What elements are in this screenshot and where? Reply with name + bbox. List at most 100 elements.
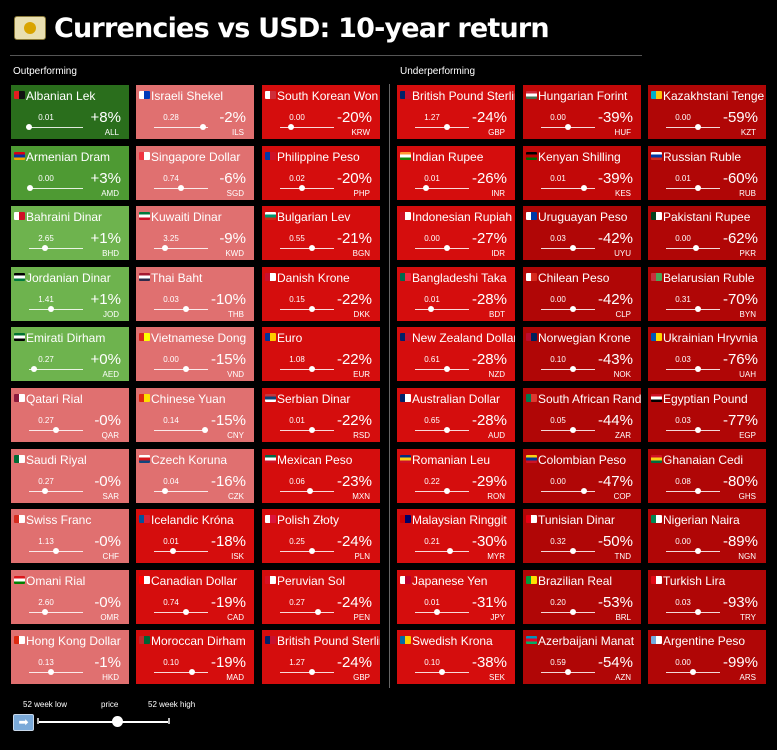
flag-icon [265, 636, 276, 645]
currency-tile[interactable]: Hungarian Forint 0.00 -39% HUF [523, 85, 641, 139]
currency-name: Israeli Shekel [151, 89, 224, 103]
currency-tile[interactable]: Russian Ruble 0.01 -60% RUB [648, 145, 766, 200]
flag-icon [400, 333, 411, 342]
range-track [280, 551, 334, 553]
currency-price: 0.65 [424, 416, 440, 425]
currency-tile[interactable]: Peruvian Sol 0.27 -24% PEN [262, 569, 380, 624]
flag-icon [139, 91, 150, 99]
return-value: -80% [722, 472, 758, 490]
currency-tile[interactable]: New Zealand Dollar 0.61 -28% NZD [397, 327, 515, 382]
range-track [415, 127, 469, 128]
currency-tile[interactable]: Egyptian Pound 0.03 -77% EGP [648, 388, 766, 442]
currency-tile[interactable]: Nigerian Naira 0.00 -89% NGN [648, 509, 766, 564]
currency-tile[interactable]: Euro 1.08 -22% EUR [262, 327, 380, 382]
currency-tile[interactable]: Albanian Lek 0.01 +8% ALL [11, 85, 129, 139]
currency-tile[interactable]: Norwegian Krone 0.10 -43% NOK [523, 327, 641, 382]
currency-price: 0.02 [289, 173, 305, 183]
currency-tile[interactable]: Czech Koruna 0.04 -16% CZK [136, 448, 254, 503]
currency-tile[interactable]: Danish Krone 0.15 -22% DKK [262, 266, 380, 321]
legend-price-label: price [101, 700, 119, 709]
flag-icon [14, 636, 25, 645]
currency-tile[interactable]: Thai Baht 0.03 -10% THB [136, 266, 254, 321]
currency-tile[interactable]: Polish Złoty 0.25 -24% PLN [262, 509, 380, 564]
return-value: -54% [597, 654, 633, 672]
currency-code: HKD [102, 673, 119, 683]
currency-price: 0.00 [289, 113, 305, 122]
currency-tile[interactable]: Singapore Dollar 0.74 -6% SGD [136, 145, 254, 200]
currency-tile[interactable]: Canadian Dollar 0.74 -19% CAD [136, 569, 254, 624]
currency-tile[interactable]: Chinese Yuan 0.14 -15% CNY [136, 388, 254, 442]
currency-tile[interactable]: Bulgarian Lev 0.55 -21% BGN [262, 206, 380, 261]
currency-tile[interactable]: Bahraini Dinar 2.65 +1% BHD [11, 206, 129, 261]
currency-tile[interactable]: Armenian Dram 0.00 +3% AMD [11, 145, 129, 200]
legend-price-dot[interactable] [112, 716, 123, 727]
range-marker [199, 124, 206, 130]
flag-icon [139, 333, 150, 342]
currency-tile[interactable]: Chilean Peso 0.00 -42% CLP [523, 266, 641, 321]
return-value: -77% [722, 412, 758, 429]
currency-tile[interactable]: Kazakhstani Tenge 0.00 -59% KZT [648, 85, 766, 139]
currency-tile[interactable]: Emirati Dirham 0.27 +0% AED [11, 327, 129, 382]
return-value: -20% [336, 169, 372, 187]
currency-tile[interactable]: Kuwaiti Dinar 3.25 -9% KWD [136, 206, 254, 261]
range-track [154, 490, 208, 492]
currency-tile[interactable]: Malaysian Ringgit 0.21 -30% MYR [397, 509, 515, 564]
currency-tile[interactable]: Swiss Franc 1.13 -0% CHF [11, 509, 129, 564]
currency-tile[interactable]: Mexican Peso 0.06 -23% MXN [262, 448, 380, 503]
currency-tile[interactable]: Uruguayan Peso 0.03 -42% UYU [523, 206, 641, 261]
currency-name: Russian Ruble [663, 149, 742, 164]
currency-tile[interactable]: Australian Dollar 0.65 -28% AUD [397, 388, 515, 442]
range-marker [27, 184, 34, 191]
currency-price: 0.00 [675, 537, 691, 547]
currency-tile[interactable]: Indonesian Rupiah 0.00 -27% IDR [397, 206, 515, 261]
currency-tile[interactable]: Turkish Lira 0.03 -93% TRY [648, 569, 766, 624]
currency-tile[interactable]: Bangladeshi Taka 0.01 -28% BDT [397, 266, 515, 321]
range-track [541, 308, 595, 310]
currency-tile[interactable]: Vietnamese Dong 0.00 -15% VND [136, 327, 254, 382]
range-track [415, 490, 469, 492]
currency-tile[interactable]: Ghanaian Cedi 0.08 -80% GHS [648, 448, 766, 503]
currency-tile[interactable]: Serbian Dinar 0.01 -22% RSD [262, 388, 380, 442]
currency-tile[interactable]: British Pound Sterling1.27-24%GBP [262, 630, 380, 685]
currency-tile[interactable]: Qatari Rial 0.27 -0% QAR [11, 388, 129, 442]
currency-tile[interactable]: Argentine Peso 0.00 -99% ARS [648, 630, 766, 685]
return-value: -22% [336, 351, 372, 369]
play-arrow-icon[interactable]: ➡ [13, 714, 34, 731]
currency-tile[interactable]: Colombian Peso 0.00 -47% COP [523, 448, 641, 503]
legend-high-label: 52 week high [148, 700, 196, 709]
currency-tile[interactable]: Jordanian Dinar 1.41 +1% JOD [11, 266, 129, 321]
currency-tile[interactable]: British Pound Sterling1.27-24%GBP [397, 85, 515, 139]
flag-icon [400, 91, 411, 99]
currency-tile[interactable]: Omani Rial 2.60 -0% OMR [11, 569, 129, 624]
currency-tile[interactable]: Tunisian Dinar 0.32 -50% TND [523, 509, 641, 564]
currency-tile[interactable]: South African Rand 0.05 -44% ZAR [523, 388, 641, 442]
range-track [29, 308, 83, 310]
range-marker [183, 608, 190, 615]
currency-name: Jordanian Dinar [26, 270, 111, 285]
currency-tile[interactable]: Philippine Peso 0.02 -20% PHP [262, 145, 380, 200]
currency-tile[interactable]: Japanese Yen 0.01 -31% JPY [397, 569, 515, 624]
currency-tile[interactable]: Pakistani Rupee 0.00 -62% PKR [648, 206, 766, 261]
currency-tile[interactable]: Israeli Shekel 0.28 -2% ILS [136, 85, 254, 139]
currency-tile[interactable]: Brazilian Real 0.20 -53% BRL [523, 569, 641, 624]
currency-name: Swiss Franc [26, 513, 92, 528]
currency-tile[interactable]: Saudi Riyal 0.27 -0% SAR [11, 448, 129, 503]
currency-tile[interactable]: Azerbaijani Manat 0.59 -54% AZN [523, 630, 641, 685]
currency-tile[interactable]: Belarusian Ruble 0.31 -70% BYN [648, 266, 766, 321]
currency-tile[interactable]: Icelandic Króna 0.01 -18% ISK [136, 509, 254, 564]
currency-tile[interactable]: Indian Rupee 0.01 -26% INR [397, 145, 515, 200]
currency-price: 0.27 [38, 416, 54, 425]
currency-name: Bangladeshi Taka [412, 270, 507, 285]
currency-tile[interactable]: Swedish Krona 0.10 -38% SEK [397, 630, 515, 685]
currency-tile[interactable]: Hong Kong Dollar 0.13 -1% HKD [11, 630, 129, 685]
return-value: +0% [90, 351, 121, 369]
flag-icon [14, 394, 25, 402]
currency-tile[interactable]: South Korean Won 0.00 -20% KRW [262, 85, 380, 139]
currency-name: Nigerian Naira [663, 513, 740, 528]
currency-tile[interactable]: Kenyan Shilling 0.01 -39% KES [523, 145, 641, 200]
currency-tile[interactable]: Moroccan Dirham 0.10 -19% MAD [136, 630, 254, 685]
currency-tile[interactable]: Romanian Leu 0.22 -29% RON [397, 448, 515, 503]
currency-tile[interactable]: Ukrainian Hryvnia 0.03 -76% UAH [648, 327, 766, 382]
currency-name: Argentine Peso [663, 634, 746, 649]
range-marker [314, 608, 321, 615]
